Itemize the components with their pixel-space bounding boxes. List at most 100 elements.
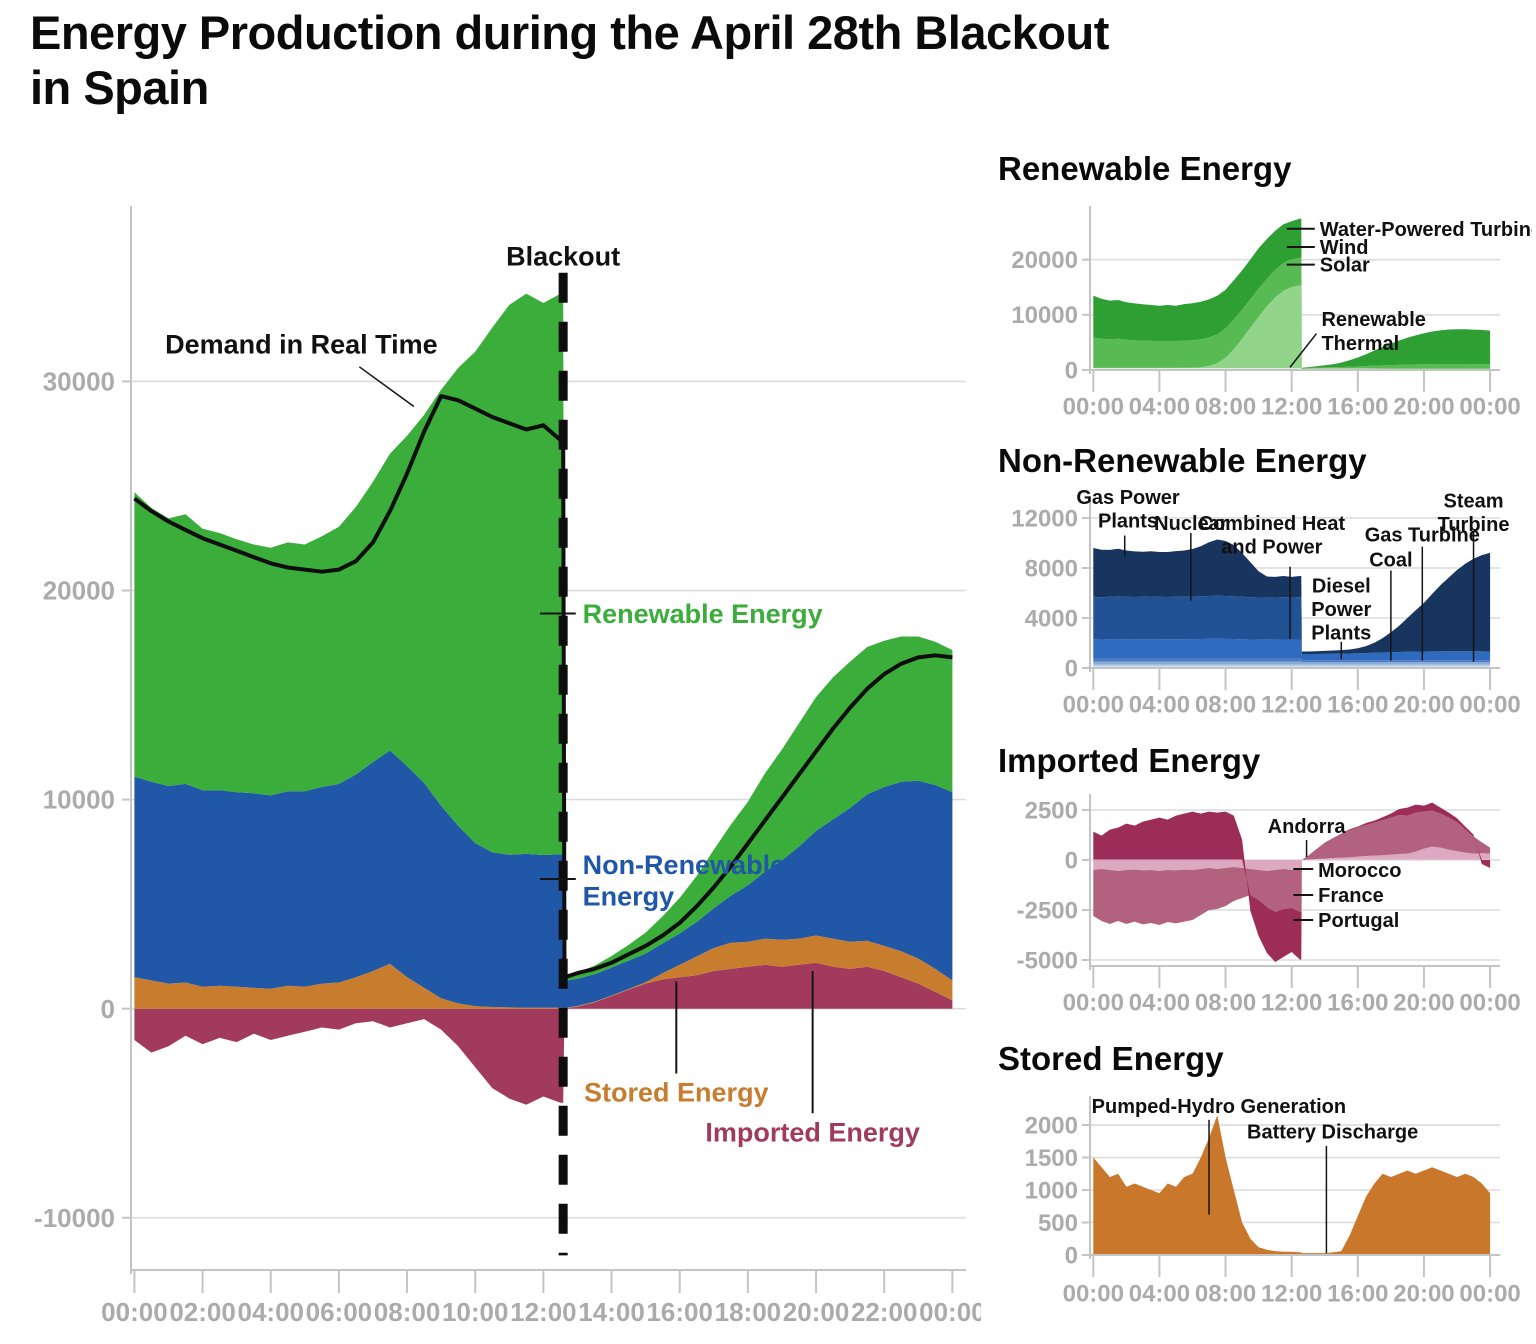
svg-text:08:00: 08:00 <box>374 1297 441 1327</box>
svg-text:Renewable Energy: Renewable Energy <box>583 599 823 629</box>
svg-text:Gas Turbine: Gas Turbine <box>1365 524 1480 546</box>
svg-text:Non-Renewable: Non-Renewable <box>583 850 786 880</box>
svg-text:20:00: 20:00 <box>1393 1280 1454 1307</box>
svg-text:06:00: 06:00 <box>306 1297 373 1327</box>
renewable-chart-title: Renewable Energy <box>998 150 1292 187</box>
svg-text:00:00: 00:00 <box>1063 393 1124 420</box>
svg-text:Power: Power <box>1311 599 1371 621</box>
svg-text:Demand in Real Time: Demand in Real Time <box>165 329 438 359</box>
svg-text:00:00: 00:00 <box>1063 691 1124 718</box>
svg-text:1500: 1500 <box>1025 1145 1078 1172</box>
svg-text:04:00: 04:00 <box>1129 1280 1190 1307</box>
svg-text:0: 0 <box>1065 357 1078 384</box>
svg-text:2000: 2000 <box>1025 1112 1078 1139</box>
svg-text:Combined Heat: Combined Heat <box>1199 513 1346 535</box>
svg-text:04:00: 04:00 <box>237 1297 304 1327</box>
svg-text:00:00: 00:00 <box>1063 1280 1124 1307</box>
svg-text:500: 500 <box>1038 1210 1078 1237</box>
svg-text:12:00: 12:00 <box>1261 393 1322 420</box>
svg-text:16:00: 16:00 <box>646 1297 713 1327</box>
svg-text:Plants: Plants <box>1098 510 1158 532</box>
svg-text:08:00: 08:00 <box>1195 989 1256 1016</box>
svg-text:1000: 1000 <box>1025 1177 1078 1204</box>
svg-text:12:00: 12:00 <box>510 1297 577 1327</box>
svg-text:8000: 8000 <box>1025 555 1078 582</box>
svg-text:00:00: 00:00 <box>1459 1280 1520 1307</box>
svg-text:Gas Power: Gas Power <box>1076 488 1180 509</box>
svg-text:30000: 30000 <box>43 367 115 397</box>
svg-text:00:00: 00:00 <box>1459 989 1520 1016</box>
svg-text:Blackout: Blackout <box>506 241 620 271</box>
svg-text:20:00: 20:00 <box>783 1297 850 1327</box>
svg-text:10000: 10000 <box>43 785 115 815</box>
svg-text:02:00: 02:00 <box>169 1297 236 1327</box>
svg-text:-10000: -10000 <box>34 1203 115 1233</box>
svg-text:-5000: -5000 <box>1017 947 1078 974</box>
imported-chart-title: Imported Energy <box>998 742 1261 779</box>
svg-text:08:00: 08:00 <box>1195 691 1256 718</box>
svg-text:14:00: 14:00 <box>578 1297 645 1327</box>
svg-text:12:00: 12:00 <box>1261 691 1322 718</box>
svg-text:Diesel: Diesel <box>1312 576 1371 598</box>
svg-text:20000: 20000 <box>1011 247 1078 274</box>
svg-text:08:00: 08:00 <box>1195 393 1256 420</box>
renewable-chart: 0 10000 20000 00:00 04:00 08:00 12:00 16:00 20:0… <box>1011 206 1532 420</box>
svg-text:20000: 20000 <box>43 576 115 606</box>
svg-text:0: 0 <box>101 994 115 1024</box>
svg-text:4000: 4000 <box>1025 605 1078 632</box>
page-title: Energy Production during the April 28th … <box>30 6 1109 114</box>
svg-text:04:00: 04:00 <box>1129 989 1190 1016</box>
svg-text:Water-Powered Turbine: Water-Powered Turbine <box>1320 219 1532 241</box>
svg-text:Renewable: Renewable <box>1321 309 1425 331</box>
svg-text:12:00: 12:00 <box>1261 989 1322 1016</box>
svg-text:-2500: -2500 <box>1017 897 1078 924</box>
svg-text:0: 0 <box>1065 655 1078 682</box>
svg-text:2500: 2500 <box>1025 797 1078 824</box>
svg-text:10:00: 10:00 <box>442 1297 509 1327</box>
svg-text:16:00: 16:00 <box>1327 1280 1388 1307</box>
svg-text:12:00: 12:00 <box>1261 1280 1322 1307</box>
svg-text:Plants: Plants <box>1311 623 1371 645</box>
svg-text:and Power: and Power <box>1221 537 1322 559</box>
svg-text:16:00: 16:00 <box>1327 393 1388 420</box>
svg-text:Wind: Wind <box>1320 237 1369 259</box>
svg-text:20:00: 20:00 <box>1393 691 1454 718</box>
svg-text:00:00: 00:00 <box>1063 989 1124 1016</box>
svg-text:08:00: 08:00 <box>1195 1280 1256 1307</box>
svg-text:Battery Discharge: Battery Discharge <box>1247 1122 1418 1144</box>
svg-text:Pumped-Hydro Generation: Pumped-Hydro Generation <box>1092 1096 1346 1118</box>
svg-text:Portugal: Portugal <box>1318 910 1399 932</box>
svg-text:16:00: 16:00 <box>1327 691 1388 718</box>
svg-text:20:00: 20:00 <box>1393 989 1454 1016</box>
svg-text:04:00: 04:00 <box>1129 393 1190 420</box>
svg-text:Imported Energy: Imported Energy <box>705 1117 920 1147</box>
svg-text:10000: 10000 <box>1011 302 1078 329</box>
svg-text:00:00: 00:00 <box>101 1297 168 1327</box>
svg-text:Nuclear: Nuclear <box>1154 513 1228 535</box>
stored-chart-title: Stored Energy <box>998 1040 1224 1077</box>
svg-text:Coal: Coal <box>1369 549 1412 571</box>
svg-text:00:00: 00:00 <box>919 1297 981 1327</box>
svg-text:04:00: 04:00 <box>1129 691 1190 718</box>
svg-text:22:00: 22:00 <box>851 1297 918 1327</box>
svg-text:Steam: Steam <box>1444 491 1504 513</box>
svg-text:0: 0 <box>1065 847 1078 874</box>
svg-text:Energy: Energy <box>583 882 675 912</box>
svg-text:12000: 12000 <box>1011 505 1078 532</box>
svg-text:0: 0 <box>1065 1242 1078 1269</box>
svg-text:Thermal: Thermal <box>1321 333 1399 355</box>
svg-text:16:00: 16:00 <box>1327 989 1388 1016</box>
svg-text:18:00: 18:00 <box>715 1297 782 1327</box>
svg-text:Solar: Solar <box>1320 255 1370 277</box>
svg-text:Stored Energy: Stored Energy <box>584 1078 769 1108</box>
svg-text:00:00: 00:00 <box>1459 691 1520 718</box>
non-renewable-chart-title: Non-Renewable Energy <box>998 442 1367 479</box>
svg-text:Morocco: Morocco <box>1318 860 1401 882</box>
svg-text:20:00: 20:00 <box>1393 393 1454 420</box>
svg-text:France: France <box>1318 885 1384 907</box>
